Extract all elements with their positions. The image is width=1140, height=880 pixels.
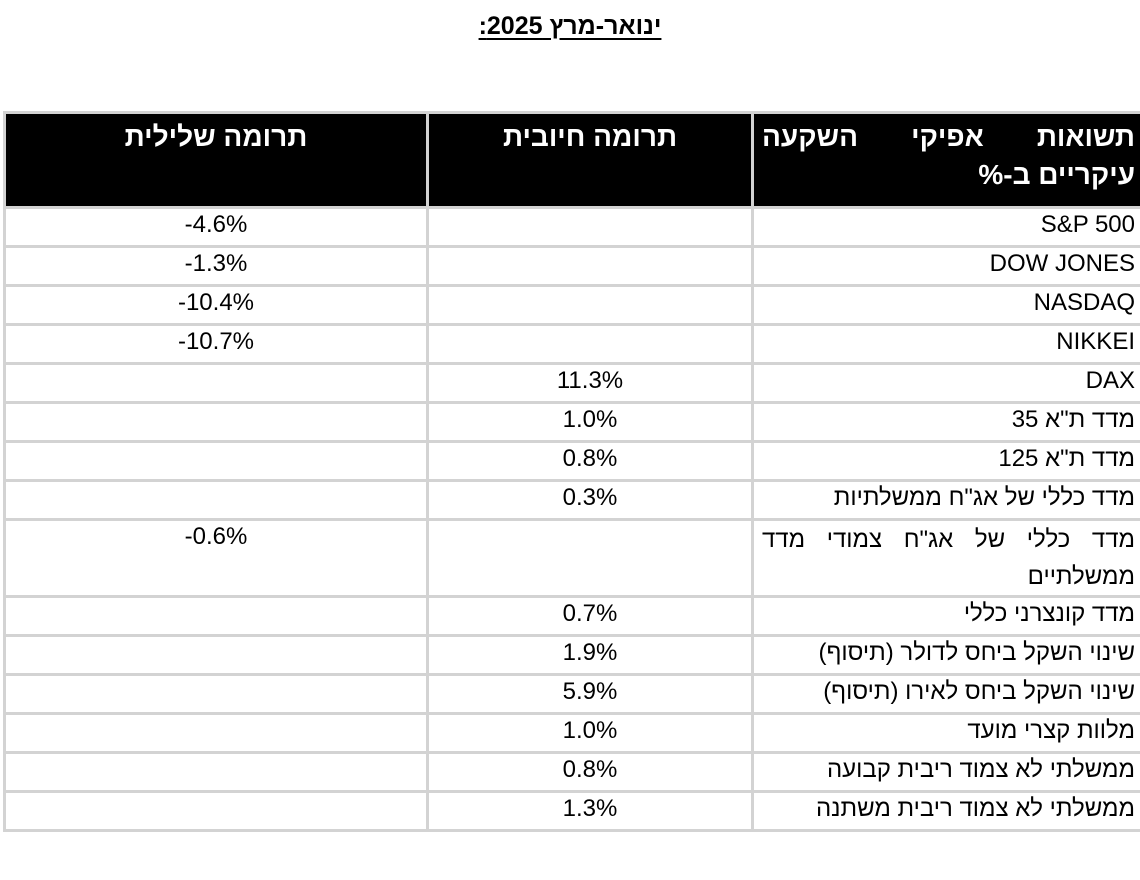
table-row: מדד כללי של אג"ח צמודי מדד ממשלתיים -0.6… bbox=[3, 518, 1140, 598]
positive-cell: 1.3% bbox=[426, 790, 754, 832]
table-row: מדד ת"א 125 0.8% bbox=[3, 440, 1140, 482]
asset-cell: מדד כללי של אג"ח צמודי מדד ממשלתיים bbox=[751, 518, 1140, 598]
positive-cell: 1.0% bbox=[426, 712, 754, 754]
negative-cell: -4.6% bbox=[3, 206, 429, 248]
asset-cell: ממשלתי לא צמוד ריבית קבועה bbox=[751, 751, 1140, 793]
positive-cell bbox=[426, 245, 754, 287]
header-row: תשואות אפיקי השקעה עיקריים ב-% תרומה חיו… bbox=[3, 111, 1140, 209]
negative-cell bbox=[3, 673, 429, 715]
negative-cell bbox=[3, 440, 429, 482]
asset-cell: שינוי השקל ביחס לדולר (תיסוף) bbox=[751, 634, 1140, 676]
table-row: מלוות קצרי מועד 1.0% bbox=[3, 712, 1140, 754]
asset-cell: שינוי השקל ביחס לאירו (תיסוף) bbox=[751, 673, 1140, 715]
table-row: מדד קונצרני כללי 0.7% bbox=[3, 595, 1140, 637]
page-title: ינואר-מרץ 2025: bbox=[478, 12, 662, 40]
positive-cell: 0.8% bbox=[426, 440, 754, 482]
table-row: DAX 11.3% bbox=[3, 362, 1140, 404]
header-positive-contribution: תרומה חיובית bbox=[426, 111, 754, 209]
positive-cell: 5.9% bbox=[426, 673, 754, 715]
returns-table: תשואות אפיקי השקעה עיקריים ב-% תרומה חיו… bbox=[3, 111, 1140, 832]
negative-cell: -10.7% bbox=[3, 323, 429, 365]
table-row: DOW JONES -1.3% bbox=[3, 245, 1140, 287]
asset-cell: ממשלתי לא צמוד ריבית משתנה bbox=[751, 790, 1140, 832]
asset-cell: מדד קונצרני כללי bbox=[751, 595, 1140, 637]
negative-cell bbox=[3, 751, 429, 793]
asset-cell: מדד ת"א 125 bbox=[751, 440, 1140, 482]
table-row: מדד ת"א 35 1.0% bbox=[3, 401, 1140, 443]
negative-cell: -10.4% bbox=[3, 284, 429, 326]
negative-cell bbox=[3, 401, 429, 443]
table-row: S&P 500 -4.6% bbox=[3, 206, 1140, 248]
asset-cell: S&P 500 bbox=[751, 206, 1140, 248]
negative-cell: -1.3% bbox=[3, 245, 429, 287]
negative-cell bbox=[3, 634, 429, 676]
positive-cell: 0.7% bbox=[426, 595, 754, 637]
asset-cell: DAX bbox=[751, 362, 1140, 404]
positive-cell: 1.9% bbox=[426, 634, 754, 676]
header-assets: תשואות אפיקי השקעה עיקריים ב-% bbox=[751, 111, 1140, 209]
positive-cell bbox=[426, 206, 754, 248]
asset-cell: מדד ת"א 35 bbox=[751, 401, 1140, 443]
table-row: שינוי השקל ביחס לדולר (תיסוף) 1.9% bbox=[3, 634, 1140, 676]
asset-cell: DOW JONES bbox=[751, 245, 1140, 287]
positive-cell: 0.3% bbox=[426, 479, 754, 521]
negative-cell bbox=[3, 362, 429, 404]
header-negative-contribution: תרומה שלילית bbox=[3, 111, 429, 209]
positive-cell bbox=[426, 518, 754, 598]
table-row: שינוי השקל ביחס לאירו (תיסוף) 5.9% bbox=[3, 673, 1140, 715]
positive-cell bbox=[426, 323, 754, 365]
positive-cell: 11.3% bbox=[426, 362, 754, 404]
asset-cell: NASDAQ bbox=[751, 284, 1140, 326]
negative-cell: -0.6% bbox=[3, 518, 429, 598]
table-body: S&P 500 -4.6% DOW JONES -1.3% NASDAQ -10… bbox=[3, 206, 1140, 832]
table-row: ממשלתי לא צמוד ריבית קבועה 0.8% bbox=[3, 751, 1140, 793]
table-header: תשואות אפיקי השקעה עיקריים ב-% תרומה חיו… bbox=[3, 111, 1140, 209]
table-row: NASDAQ -10.4% bbox=[3, 284, 1140, 326]
table-row: NIKKEI -10.7% bbox=[3, 323, 1140, 365]
positive-cell: 0.8% bbox=[426, 751, 754, 793]
table-row: מדד כללי של אג"ח ממשלתיות 0.3% bbox=[3, 479, 1140, 521]
positive-cell bbox=[426, 284, 754, 326]
negative-cell bbox=[3, 479, 429, 521]
asset-cell: NIKKEI bbox=[751, 323, 1140, 365]
asset-cell: מדד כללי של אג"ח ממשלתיות bbox=[751, 479, 1140, 521]
negative-cell bbox=[3, 790, 429, 832]
negative-cell bbox=[3, 712, 429, 754]
negative-cell bbox=[3, 595, 429, 637]
positive-cell: 1.0% bbox=[426, 401, 754, 443]
table-row: ממשלתי לא צמוד ריבית משתנה 1.3% bbox=[3, 790, 1140, 832]
asset-cell: מלוות קצרי מועד bbox=[751, 712, 1140, 754]
